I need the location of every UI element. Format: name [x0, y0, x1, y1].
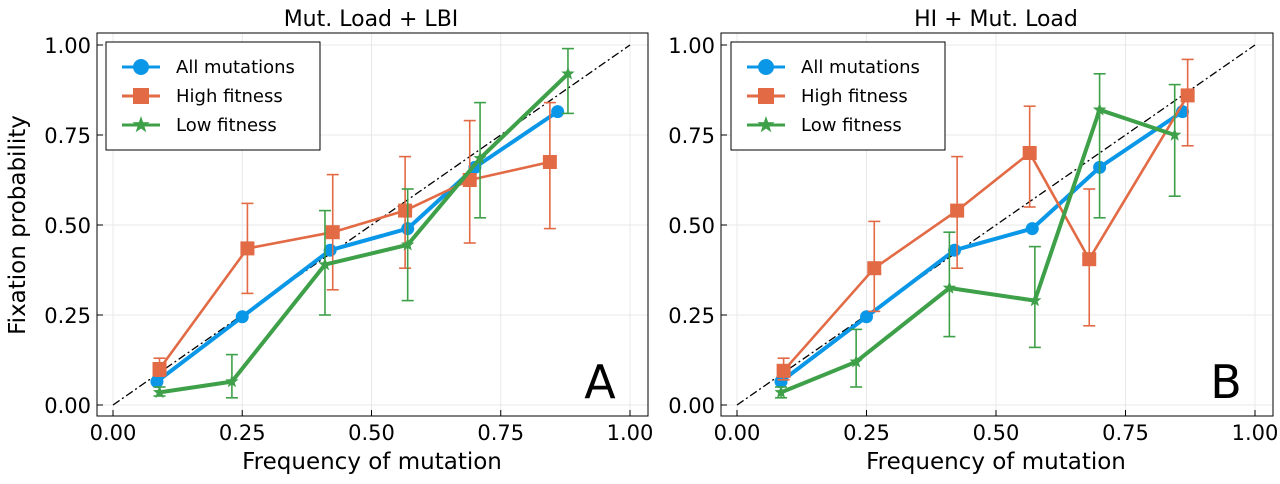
x-tick-label: 0.00: [714, 421, 761, 445]
data-point: [561, 66, 575, 80]
series-low-fitness: [152, 47, 575, 399]
data-point: [1092, 102, 1107, 116]
data-point: [1022, 146, 1037, 160]
data-point: [774, 385, 788, 399]
data-point: [551, 105, 565, 119]
legend-marker-star: [132, 116, 150, 133]
y-tick-label: 0.75: [44, 124, 91, 148]
data-point: [235, 310, 249, 324]
data-point: [1025, 222, 1039, 236]
series-high-fitness: [152, 101, 557, 378]
data-point: [1168, 128, 1182, 141]
legend-label-all-mutations: All mutations: [801, 57, 920, 78]
panel-b-title: HI + Mut. Load: [914, 7, 1078, 32]
y-tick-label: 0.75: [668, 124, 715, 148]
data-point: [867, 261, 882, 276]
series-high-fitness: [776, 58, 1195, 381]
panel-b: HI + Mut. Load 0.00 0.25 0.50 0.75 1.000.000…: [668, 7, 1278, 475]
data-point: [398, 203, 413, 218]
panel-b-legend: All mutations High fitness Low fitness: [730, 41, 946, 151]
y-tick-label: 0.50: [668, 214, 715, 238]
x-tick-label: 0.50: [973, 421, 1020, 445]
panel-b-ticks: 0.00 0.25 0.50 0.75 1.00 0.00 0.25 0.50 0.75 1.00: [668, 34, 1278, 445]
panel-a-x-axis-label: Frequency of mutation: [242, 449, 502, 475]
y-tick-label: 0.50: [44, 214, 91, 238]
x-tick-label: 0.00: [90, 421, 137, 445]
y-tick-label: 1.00: [44, 34, 91, 58]
data-point: [325, 225, 340, 240]
data-point: [225, 374, 239, 388]
legend-label-low-fitness: Low fitness: [176, 115, 277, 136]
data-point: [1028, 293, 1042, 307]
legend-label-high-fitness: High fitness: [801, 86, 908, 107]
panel-b-reference-line: [736, 44, 1256, 406]
legend-marker-circle: [758, 59, 774, 75]
data-point: [318, 257, 332, 271]
series-line-all-mutations: [779, 109, 1184, 384]
legend-label-high-fitness: High fitness: [176, 86, 283, 107]
panel-b-letter: B: [1210, 355, 1242, 409]
data-point: [240, 241, 255, 256]
data-point: [152, 362, 167, 376]
data-point: [1082, 252, 1097, 267]
data-point: [401, 237, 415, 251]
panel-a-legend: All mutations High fitness Low fitness: [105, 41, 321, 151]
legend-label-all-mutations: All mutations: [176, 57, 295, 78]
data-point: [849, 354, 863, 368]
series-line-high-fitness: [782, 94, 1189, 372]
x-tick-label: 0.25: [219, 421, 266, 445]
series-low-fitness: [774, 73, 1182, 399]
series-line-all-mutations: [155, 109, 559, 384]
panel-a-title: Mut. Load + LBI: [284, 7, 459, 32]
x-tick-label: 0.75: [477, 421, 524, 445]
panel-a-y-axis-label: Fixation probability: [5, 115, 31, 335]
legend-marker-square: [133, 88, 149, 104]
data-point: [942, 281, 956, 294]
y-tick-label: 0.25: [44, 304, 91, 328]
data-point: [1180, 88, 1195, 103]
x-tick-label: 0.25: [843, 421, 890, 445]
panel-b-x-axis-label: Frequency of mutation: [866, 449, 1126, 475]
x-tick-label: 1.00: [1232, 421, 1279, 445]
panel-a-reference-line: [112, 44, 631, 406]
panel-a-ticks: 0.00 0.25 0.50 0.75 1.00 0.00 0.25 0.50 0.75 1.00: [44, 34, 653, 445]
x-tick-label: 1.00: [607, 421, 654, 445]
legend-marker-star: [757, 116, 775, 133]
y-tick-label: 1.00: [668, 34, 715, 58]
legend-marker-circle: [133, 59, 149, 75]
series-all-mutations: [774, 105, 1189, 389]
y-tick-label: 0.25: [668, 304, 715, 328]
series-line-low-fitness: [780, 107, 1176, 395]
diagonal-reference-line: [736, 44, 1256, 406]
x-tick-label: 0.50: [348, 421, 395, 445]
panel-b-series: [774, 58, 1195, 399]
legend-label-low-fitness: Low fitness: [801, 115, 902, 136]
y-tick-label: 0.00: [44, 394, 91, 418]
data-point: [950, 203, 965, 218]
data-point: [473, 151, 487, 165]
data-point: [860, 310, 873, 324]
panel-a-series: [150, 47, 575, 399]
y-tick-label: 0.00: [668, 394, 715, 418]
series-line-low-fitness: [159, 72, 570, 395]
data-point: [152, 385, 167, 399]
legend-marker-square: [758, 88, 774, 104]
panel-a: Mut. Load + LBI 0.00 0.25 0.50 0.75 1.000.00…: [5, 7, 653, 475]
diagonal-reference-line: [112, 44, 631, 406]
series-line-high-fitness: [158, 160, 551, 370]
data-point: [150, 375, 164, 389]
panel-a-letter: A: [584, 355, 616, 409]
x-tick-label: 0.75: [1102, 421, 1149, 445]
data-point: [542, 155, 557, 169]
data-point: [776, 363, 791, 378]
